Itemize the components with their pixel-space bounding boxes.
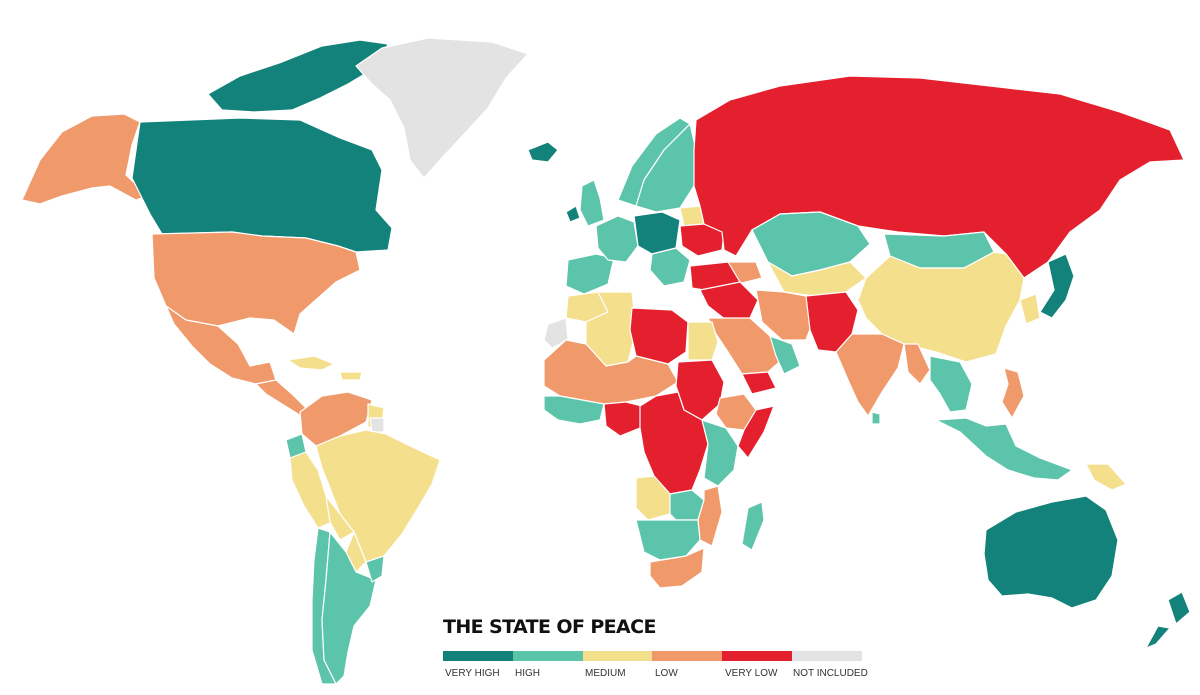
region-sudan[interactable]: [675, 359, 725, 421]
region-egypt[interactable]: [687, 321, 719, 361]
region-canada[interactable]: [131, 117, 393, 253]
region-namibia-botswana[interactable]: [635, 519, 701, 561]
region-united-kingdom[interactable]: [579, 179, 605, 227]
legend-swatch-very-low: [722, 651, 793, 661]
region-french-guiana[interactable]: [369, 417, 385, 433]
legend-labels: VERY HIGH HIGH MEDIUM LOW VERY LOW NOT I…: [443, 668, 873, 684]
region-iberia[interactable]: [565, 253, 615, 295]
region-coastal-west-africa[interactable]: [543, 395, 605, 425]
region-brazil[interactable]: [315, 429, 441, 563]
legend-label-medium: MEDIUM: [585, 668, 626, 679]
region-central-africa[interactable]: [639, 391, 709, 495]
region-syria-iraq[interactable]: [699, 281, 759, 321]
region-madagascar[interactable]: [741, 501, 765, 551]
region-central-europe[interactable]: [633, 211, 681, 255]
legend: THE STATE OF PEACE VERY HIGH HIGH MEDIUM…: [443, 615, 873, 684]
region-china[interactable]: [857, 251, 1025, 363]
region-caribbean-islands[interactable]: [287, 355, 363, 381]
region-bolivia[interactable]: [325, 495, 355, 541]
region-yemen[interactable]: [741, 371, 777, 395]
region-ireland[interactable]: [565, 205, 581, 223]
legend-label-very-low: VERY LOW: [725, 668, 778, 679]
region-balkans[interactable]: [649, 247, 691, 287]
region-sri-lanka[interactable]: [871, 411, 881, 425]
region-korea[interactable]: [1019, 293, 1041, 325]
region-russia[interactable]: [693, 75, 1185, 279]
region-iceland[interactable]: [527, 141, 559, 163]
legend-swatch-not-included: [792, 651, 862, 661]
region-philippines[interactable]: [1001, 367, 1025, 419]
region-oman-uae[interactable]: [769, 335, 801, 375]
region-mainland-southeast-asia[interactable]: [929, 355, 973, 413]
region-nigeria[interactable]: [603, 401, 643, 437]
region-australia[interactable]: [983, 495, 1119, 609]
region-new-zealand[interactable]: [1145, 591, 1191, 649]
region-western-europe[interactable]: [595, 215, 639, 263]
region-alaska[interactable]: [21, 113, 149, 205]
region-east-africa[interactable]: [701, 419, 739, 487]
legend-color-bar: [443, 651, 862, 661]
legend-swatch-low: [652, 651, 723, 661]
legend-swatch-medium: [582, 651, 653, 661]
region-libya[interactable]: [629, 307, 689, 365]
legend-label-not-included: NOT INCLUDED: [793, 668, 868, 679]
region-western-sahara[interactable]: [543, 317, 569, 349]
region-argentina[interactable]: [321, 531, 377, 685]
legend-label-very-high: VERY HIGH: [445, 668, 500, 679]
region-japan[interactable]: [1039, 253, 1075, 319]
region-greenland[interactable]: [355, 37, 529, 179]
region-south-africa[interactable]: [649, 547, 705, 589]
region-papua-new-guinea[interactable]: [1085, 463, 1127, 491]
legend-label-low: LOW: [655, 668, 678, 679]
region-india[interactable]: [835, 333, 905, 417]
region-indonesia[interactable]: [935, 417, 1073, 481]
region-myanmar[interactable]: [903, 343, 931, 385]
legend-swatch-high: [512, 651, 583, 661]
legend-title: THE STATE OF PEACE: [443, 616, 656, 638]
region-uruguay[interactable]: [365, 555, 385, 583]
region-colombia-venezuela[interactable]: [299, 391, 373, 447]
region-canadian-arctic-islands[interactable]: [207, 39, 389, 113]
legend-swatch-very-high: [443, 651, 513, 661]
region-mozambique[interactable]: [697, 485, 723, 547]
legend-label-high: HIGH: [515, 668, 540, 679]
